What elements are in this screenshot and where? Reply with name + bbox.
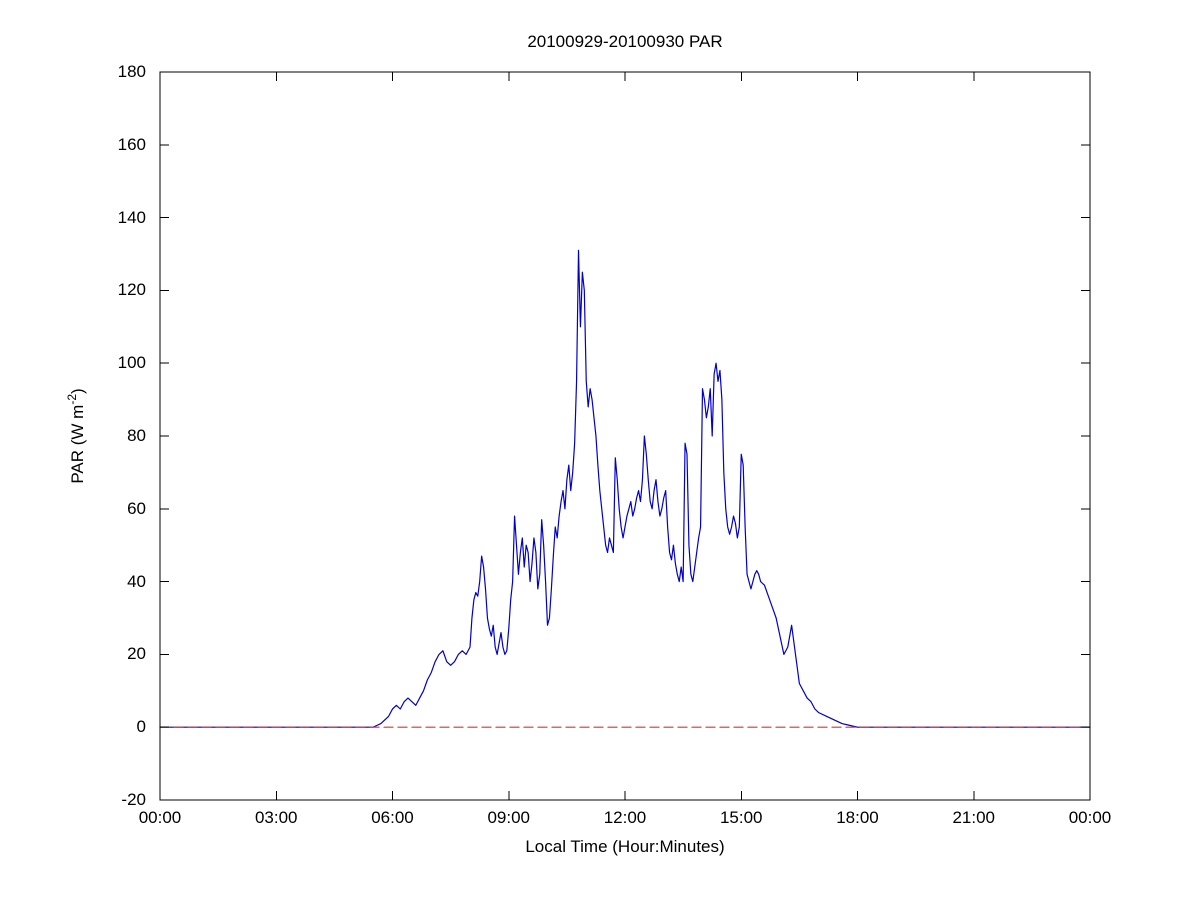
plot-box xyxy=(159,71,1091,801)
par-series-line xyxy=(159,249,1091,728)
